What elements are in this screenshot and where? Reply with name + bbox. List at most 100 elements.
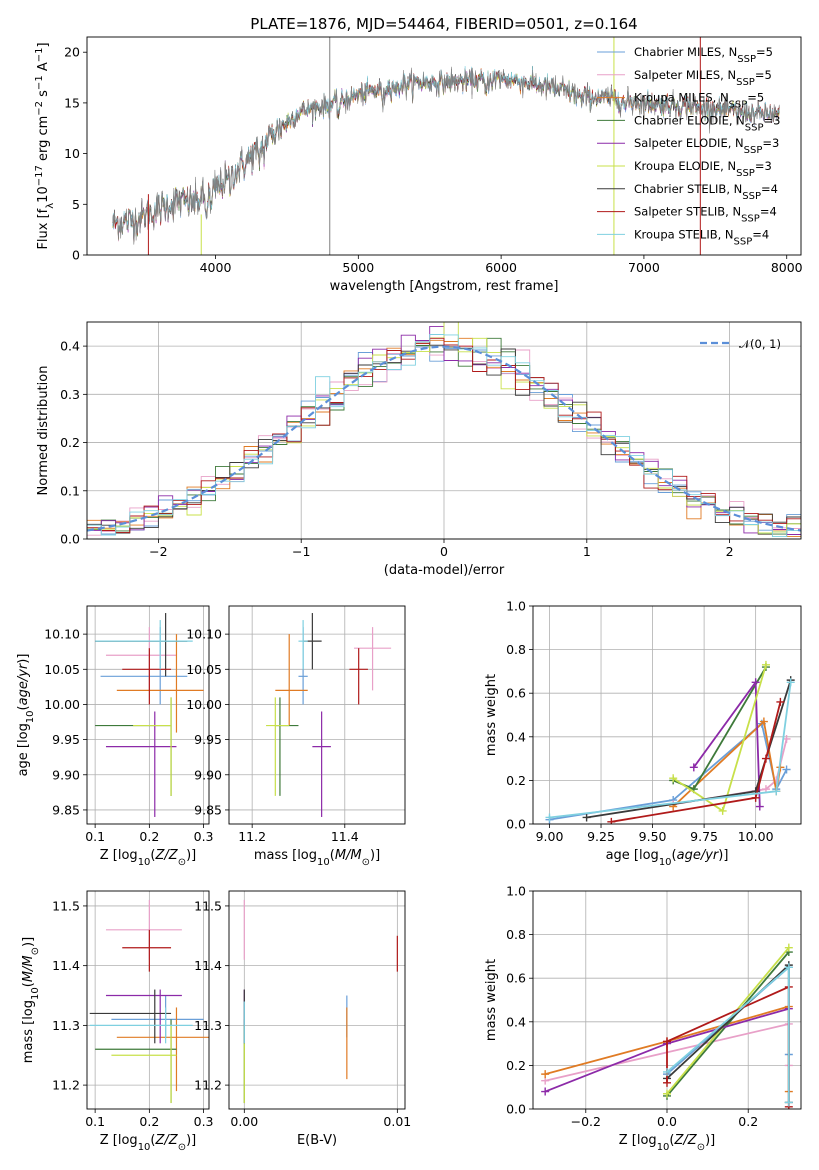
y-tick-label: 9.85: [52, 802, 80, 817]
observed-spectrum: [112, 66, 780, 245]
y-axis-label: Flux [fλ10−17 erg cm−2 s−1 A−1]: [34, 42, 56, 249]
errorbar-salpeter-stelib: [122, 648, 172, 705]
x-tick-label: 0.2: [738, 1114, 758, 1129]
y-tick-label: 0.0: [506, 817, 526, 832]
axes-frame: 0.1 0.2 0.3 11.2 11.3 11.4 11.5 Z [log10(Z/Z⊙)]…: [21, 890, 214, 1153]
weight-marker: [582, 813, 591, 822]
y-tick-label: 11.2: [194, 1078, 222, 1093]
y-tick-label: 10.10: [186, 627, 222, 642]
legend-entry: Salpeter MILES, NSSP=5: [634, 68, 772, 88]
figure-title: PLATE=1876, MJD=54464, FIBERID=0501, z=0…: [250, 15, 637, 33]
y-tick-label: 0.0: [506, 1102, 526, 1117]
axes-border: [86, 36, 802, 256]
weight-marker: [541, 1070, 550, 1079]
x-tick-label: 0.0: [657, 1114, 677, 1129]
errorbar-kroupa-stelib: [95, 620, 193, 670]
y-tick-label: 0: [72, 248, 80, 263]
axes-border: [228, 890, 406, 1110]
x-tick-label: 0.01: [383, 1114, 411, 1129]
x-tick-label: 2: [726, 544, 734, 559]
x-tick-label: 0.1: [85, 829, 105, 844]
y-tick-label: 9.85: [194, 802, 222, 817]
y-tick-label: 10.05: [186, 662, 222, 677]
errorbar-chabrier-stelib: [89, 989, 172, 1044]
normal-distribution-curve: [87, 345, 801, 532]
x-tick-label: 6000: [485, 260, 517, 275]
legend-entry: Salpeter ELODIE, NSSP=3: [634, 136, 779, 156]
x-tick-label: −2: [149, 544, 167, 559]
y-tick-label: 10.00: [44, 697, 80, 712]
axes-frame: 9.00 9.25 9.50 9.75 10.00 0.0 0.2 0.4 0.6 0.8 1.0 a…: [484, 599, 802, 868]
weight-series-salpeter-elodie: [689, 678, 764, 811]
x-tick-label: 1: [583, 544, 591, 559]
legend-entry: Kroupa ELODIE, NSSP=3: [634, 159, 772, 179]
plot-area: [89, 899, 209, 1104]
axes-border: [86, 890, 210, 1110]
errorbar-salpeter-elodie: [312, 711, 331, 817]
weight-marker: [545, 813, 554, 822]
y-axis-label: age [log10(age/yr)]: [16, 654, 36, 777]
errorbar-kroupa-elodie: [133, 697, 172, 796]
y-tick-label: 10.05: [44, 662, 80, 677]
y-axis-label: mass weight: [484, 959, 499, 1041]
x-tick-label: 11.2: [238, 829, 266, 844]
weight-marker: [663, 1067, 671, 1076]
y-tick-label: 0.8: [506, 927, 526, 942]
x-tick-label: 8000: [771, 260, 803, 275]
axes-frame: 4000 5000 6000 7000 8000 0 5 10 15 20 wavelength […: [34, 36, 803, 294]
weight-marker: [718, 806, 727, 815]
weight-series-chabrier-stelib: [582, 676, 795, 822]
histogram-salpeter-stelib: [87, 337, 801, 533]
panel-mass-vs-ebv: 0.00 0.01 11.2 11.3 11.4 11.5 E(B-V): [194, 890, 411, 1148]
weight-series-chabrier-miles: [545, 719, 791, 824]
weight-marker: [784, 943, 793, 952]
legend-entry: Kroupa MILES, NSSP=5: [634, 91, 764, 111]
x-tick-label: 0.3: [194, 829, 214, 844]
errorbar-chabrier-stelib: [95, 613, 188, 677]
y-tick-label: 0.2: [60, 435, 80, 450]
x-tick-label: 9.50: [639, 829, 667, 844]
y-tick-label: 9.95: [52, 732, 80, 747]
errorbar-salpeter-elodie: [105, 711, 177, 817]
y-tick-label: 11.2: [52, 1078, 80, 1093]
axes-frame: 0.00 0.01 11.2 11.3 11.4 11.5 E(B-V): [194, 890, 411, 1148]
y-tick-label: 0.2: [506, 773, 526, 788]
errorbar-salpeter-stelib: [349, 648, 368, 705]
legend-entry: Chabrier MILES, NSSP=5: [634, 45, 773, 65]
panel-weight-vs-z: −0.2 0.0 0.2 0.0 0.2 0.4 0.6 0.8 1.0 Z [log10(Z/Z…: [484, 884, 802, 1153]
x-axis-label: Z [log10(Z/Z⊙)]: [100, 848, 197, 868]
y-tick-label: 20: [64, 45, 80, 60]
weight-marker: [782, 765, 791, 774]
weight-marker: [663, 1089, 671, 1098]
panel-age-vs-z: 0.1 0.2 0.3 9.85 9.90 9.95 10.00 10.05 10.10 Z [l…: [16, 605, 214, 868]
weight-marker: [761, 754, 770, 763]
histogram-kroupa-elodie: [87, 322, 801, 534]
weight-series-salpeter-stelib: [607, 697, 785, 824]
x-tick-label: 0: [440, 544, 448, 559]
y-tick-label: 10: [64, 146, 80, 161]
x-tick-label: 0.1: [85, 1114, 105, 1129]
x-tick-label: 11.4: [331, 829, 359, 844]
x-axis-label: wavelength [Angstrom, rest frame]: [330, 279, 559, 294]
weight-marker: [663, 1078, 671, 1087]
weight-series-salpeter-stelib: [663, 982, 793, 1109]
plot-area: [545, 660, 795, 824]
x-tick-label: 0.00: [230, 1114, 258, 1129]
weight-marker: [759, 717, 768, 726]
legend-entry: Salpeter STELIB, NSSP=4: [634, 205, 777, 225]
weight-series-kroupa-stelib: [545, 678, 795, 822]
errorbar-salpeter-elodie: [105, 989, 182, 1044]
panel-residuals: −2 −1 0 1 2 0.0 0.1 0.2 0.3 0.4 (data-model)/error…: [36, 321, 802, 578]
y-tick-label: 11.3: [194, 1018, 222, 1033]
x-axis-label: (data-model)/error: [384, 563, 505, 578]
errorbar-kroupa-stelib: [89, 1007, 193, 1044]
y-tick-label: 0.6: [506, 686, 526, 701]
panel-spectrum: 4000 5000 6000 7000 8000 0 5 10 15 20 wavelength […: [34, 36, 803, 294]
y-tick-label: 10.00: [186, 697, 222, 712]
y-tick-label: 9.95: [194, 732, 222, 747]
errorbar-kroupa-elodie: [111, 1025, 177, 1104]
x-axis-label: Z [log10(Z/Z⊙)]: [100, 1133, 197, 1153]
y-tick-label: 0.4: [506, 1014, 526, 1029]
y-tick-label: 0.6: [506, 971, 526, 986]
axes-border: [86, 605, 210, 825]
